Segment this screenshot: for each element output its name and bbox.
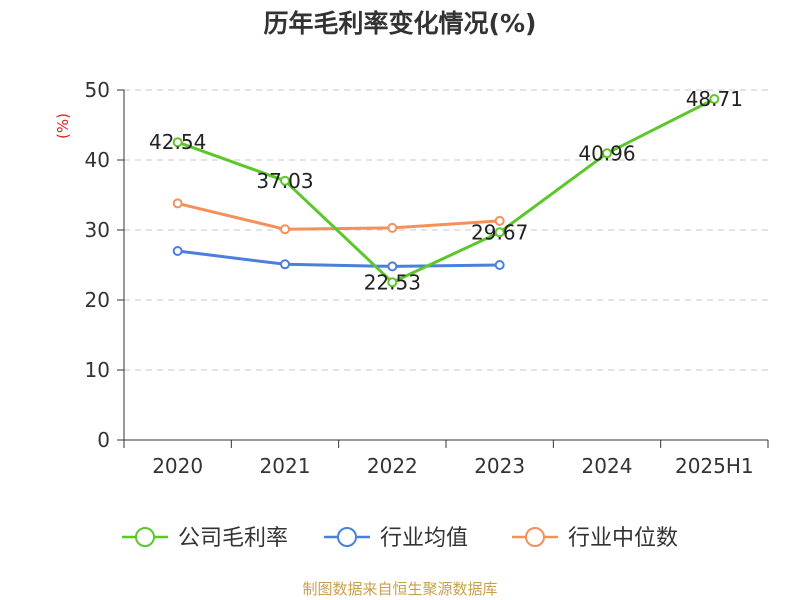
data-label: 40.96 (578, 141, 635, 165)
x-tick-label: 2022 (367, 454, 418, 478)
axis-layer: 0 10 20 30 40 50 (%) 2020 2021 2022 2023 2024 2025H1 (54, 78, 769, 478)
data-point[interactable] (387, 261, 398, 272)
data-point[interactable] (387, 222, 398, 233)
data-point[interactable] (172, 198, 183, 209)
series-line (177, 249, 500, 268)
data-point[interactable] (494, 215, 505, 226)
legend-marker[interactable] (135, 527, 155, 547)
x-tick-label: 2021 (260, 454, 311, 478)
data-label: 37.03 (256, 169, 313, 193)
legend-label[interactable]: 行业中位数 (568, 526, 678, 551)
legend-marker[interactable] (337, 527, 357, 547)
x-tick-label: 2023 (474, 454, 525, 478)
x-tick-label: 2025H1 (675, 454, 754, 478)
legend-label[interactable]: 行业均值 (380, 526, 468, 551)
data-point[interactable] (709, 94, 720, 105)
data-label: 29.67 (471, 220, 528, 244)
data-label: 22.53 (364, 270, 421, 294)
series-line (177, 97, 716, 284)
legend: 公司毛利率 行业均值 行业中位数 (122, 526, 678, 551)
data-label: 42.54 (149, 130, 206, 154)
chart-title: 历年毛利率变化情况(%) (263, 9, 537, 38)
series-layer (172, 94, 720, 288)
y-tick-label: 10 (85, 358, 110, 382)
data-label: 48.71 (686, 87, 743, 111)
data-point[interactable] (172, 246, 183, 256)
data-point[interactable] (280, 224, 290, 235)
series-line (177, 201, 500, 231)
y-tick-label: 0 (97, 428, 110, 452)
data-point[interactable] (172, 137, 183, 148)
data-point[interactable] (280, 175, 290, 186)
data-point[interactable] (280, 259, 290, 270)
source-note: 制图数据来自恒生聚源数据库 (302, 580, 498, 598)
y-axis-label: (%) (54, 113, 72, 139)
x-tick-label: 2020 (152, 454, 203, 478)
legend-label[interactable]: 公司毛利率 (178, 526, 288, 551)
y-tick-label: 50 (85, 78, 110, 102)
y-tick-label: 30 (85, 218, 110, 242)
legend-marker[interactable] (525, 527, 545, 547)
data-point[interactable] (494, 227, 505, 238)
data-label-layer: 42.54 37.03 22.53 29.67 40.96 48.71 (149, 87, 743, 294)
data-point[interactable] (387, 277, 398, 288)
grid-layer (124, 89, 768, 371)
data-point[interactable] (602, 148, 612, 159)
y-tick-label: 40 (85, 148, 110, 172)
x-tick-label: 2024 (582, 454, 633, 478)
y-tick-label: 20 (85, 288, 110, 312)
data-point[interactable] (494, 260, 505, 270)
